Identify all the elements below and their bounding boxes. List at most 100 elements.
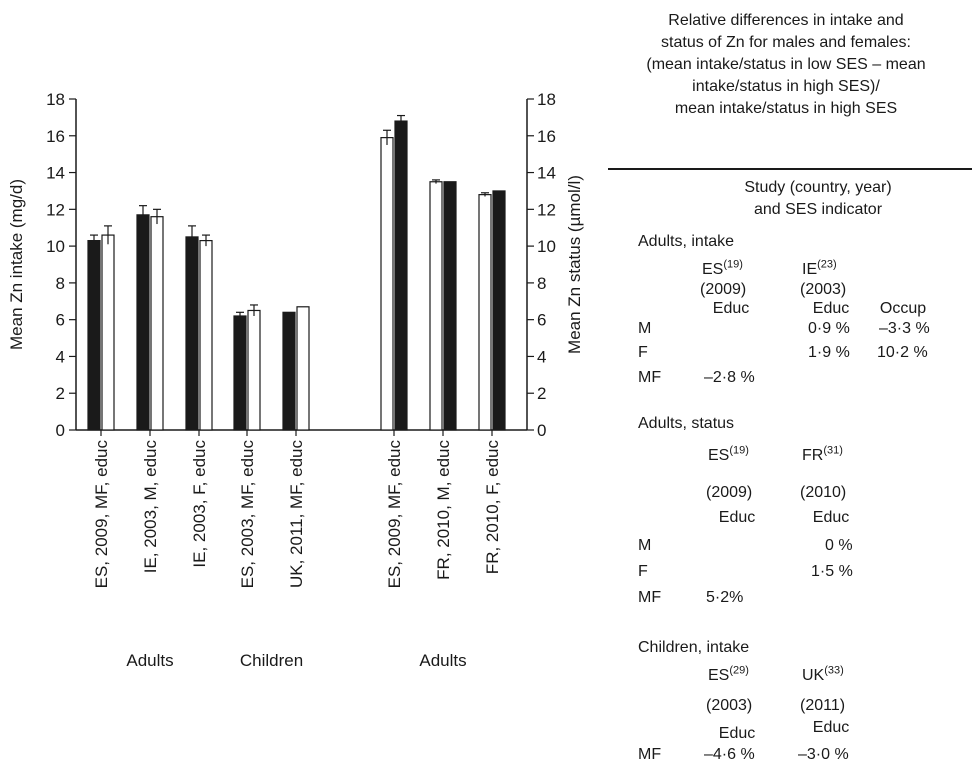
caption-line: (mean intake/status in low SES – mean (646, 56, 926, 73)
study-ie-2003: IE(23) (802, 258, 837, 278)
left-y-tick-label: 6 (56, 311, 65, 330)
filled-bar (136, 214, 150, 431)
study-year: (2003) (800, 281, 847, 298)
row-label: M (638, 537, 652, 554)
table-cell: 10·2 % (877, 344, 928, 361)
row-label: M (638, 320, 652, 337)
right-y-tick-label: 16 (537, 127, 556, 146)
table-cell: –3·0 % (798, 746, 849, 763)
ses-indicator: Educ (812, 719, 850, 736)
left-y-tick-label: 16 (46, 127, 65, 146)
section-title-adults-intake: Adults, intake (638, 233, 735, 250)
section-title-adults-status: Adults, status (638, 415, 735, 432)
left-y-tick-label: 12 (46, 200, 65, 219)
filled-bar (394, 120, 408, 431)
study-es-2009: ES(19) (702, 258, 743, 278)
right-y-tick-label: 2 (537, 384, 546, 403)
x-category-label: FR, 2010, M, educ (434, 440, 453, 580)
table-caption: Relative differences in intake and statu… (600, 10, 972, 120)
caption-line: mean intake/status in high SES (674, 100, 898, 117)
row-label: MF (638, 369, 662, 386)
row-label: MF (638, 746, 662, 763)
table-cell: –4·6 % (704, 746, 755, 763)
table-top-rule (608, 168, 972, 170)
x-category-label: IE, 2003, M, educ (141, 440, 160, 574)
x-category-label: ES, 2003, MF, educ (238, 440, 257, 589)
ses-indicator: Educ (812, 509, 850, 526)
study-year: (2011) (800, 697, 846, 714)
left-y-tick-label: 0 (56, 421, 65, 440)
right-y-tick-label: 8 (537, 274, 546, 293)
left-y-tick-label: 14 (46, 164, 65, 183)
left-y-tick-label: 18 (46, 90, 65, 109)
relative-differences-panel: Relative differences in intake and statu… (600, 0, 972, 772)
ses-indicator: Educ (712, 300, 750, 317)
left-y-tick-label: 10 (46, 237, 65, 256)
column-header-line: and SES indicator (753, 201, 883, 218)
study-fr-2010: FR(31) (802, 444, 843, 464)
ses-indicator: Educ (812, 300, 850, 317)
study-uk-2011: UK(33) (802, 664, 844, 684)
column-header-line: Study (country, year) (744, 179, 892, 196)
right-y-tick-label: 0 (537, 421, 546, 440)
open-bar (150, 216, 164, 431)
table-cell: 1·5 % (811, 563, 853, 580)
caption-line: Relative differences in intake and (668, 12, 904, 29)
open-bar (380, 137, 394, 431)
study-year: (2009) (700, 281, 747, 298)
right-y-tick-label: 6 (537, 311, 546, 330)
study-year: (2009) (706, 484, 753, 501)
table-cell: –2·8 % (704, 369, 755, 386)
ses-indicator: Educ (718, 725, 756, 742)
right-y-tick-label: 10 (537, 237, 556, 256)
row-label: F (638, 563, 648, 580)
study-es-2003: ES(29) (708, 664, 749, 684)
filled-bar (87, 239, 101, 431)
table-cell: 5·2% (706, 589, 744, 606)
open-bar (247, 309, 261, 431)
caption-line: intake/status in high SES)/ (692, 78, 880, 95)
x-category-label: FR, 2010, F, educ (483, 440, 502, 575)
right-y-tick-label: 14 (537, 164, 556, 183)
table-cell: 0 % (825, 537, 853, 554)
x-group-label: Adults (419, 651, 466, 670)
ses-indicator: Occup (879, 300, 927, 317)
right-y-tick-label: 4 (537, 347, 546, 366)
open-bar (478, 194, 492, 431)
x-category-label: ES, 2009, MF, educ (92, 440, 111, 589)
open-bar (101, 234, 115, 431)
table-cell: 1·9 % (808, 344, 850, 361)
open-bar (429, 181, 443, 431)
caption-line: status of Zn for males and females: (661, 34, 911, 51)
column-header: Study (country, year) and SES indicator (738, 177, 898, 221)
study-year: (2003) (706, 697, 753, 714)
row-label: F (638, 344, 648, 361)
left-y-tick-label: 8 (56, 274, 65, 293)
left-y-tick-label: 4 (56, 347, 65, 366)
right-y-axis-label: Mean Zn status (µmol/l) (565, 175, 584, 354)
table-cell: –3·3 % (879, 320, 930, 337)
table-cell: 0·9 % (808, 320, 850, 337)
right-y-tick-label: 12 (537, 200, 556, 219)
section-title-children-intake: Children, intake (638, 639, 750, 656)
x-category-label: UK, 2011, MF, educ (287, 440, 306, 589)
study-year: (2010) (800, 484, 847, 501)
filled-bar (492, 190, 506, 431)
x-group-label: Children (240, 651, 303, 670)
filled-bar (185, 236, 199, 431)
x-category-label: ES, 2009, MF, educ (385, 440, 404, 589)
left-y-tick-label: 2 (56, 384, 65, 403)
right-y-tick-label: 18 (537, 90, 556, 109)
filled-bar (443, 181, 457, 431)
study-es-2009: ES(19) (708, 444, 749, 464)
left-y-axis-label: Mean Zn intake (mg/d) (7, 179, 26, 350)
filled-bar (233, 315, 247, 431)
open-bar (296, 306, 310, 431)
ses-indicator: Educ (718, 509, 756, 526)
zn-bar-chart: 0 2 4 6 8 10 12 14 16 18 0 2 4 6 8 10 12 14 16 18 Mean Zn in… (7, 90, 584, 670)
row-label: MF (638, 589, 662, 606)
x-group-label: Adults (126, 651, 173, 670)
open-bar (199, 239, 213, 431)
filled-bar (282, 311, 296, 431)
x-category-label: IE, 2003, F, educ (190, 440, 209, 568)
